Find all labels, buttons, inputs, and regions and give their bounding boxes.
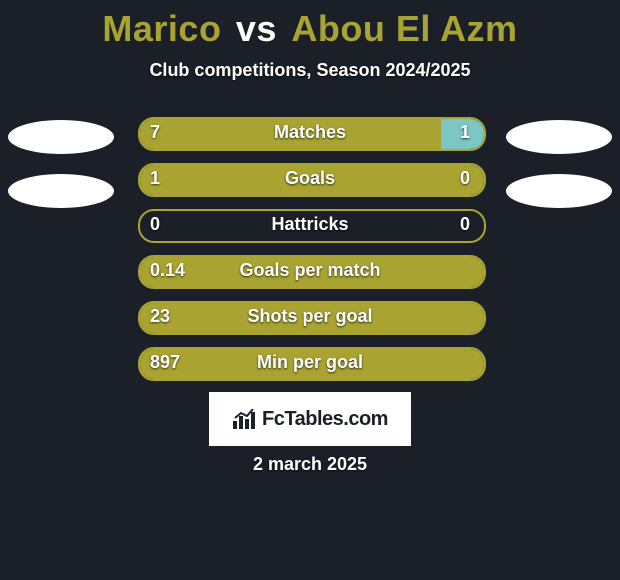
comparison-title: Marico vs Abou El Azm bbox=[0, 0, 620, 50]
badge-text: FcTables.com bbox=[262, 408, 388, 431]
stat-label: Matches bbox=[138, 117, 482, 147]
player1-name: Marico bbox=[102, 8, 221, 49]
stat-row: 0 0 Hattricks bbox=[0, 201, 620, 247]
stat-label: Hattricks bbox=[138, 209, 482, 239]
vs-text: vs bbox=[236, 8, 277, 49]
fctables-badge: FcTables.com bbox=[209, 392, 411, 446]
player2-name: Abou El Azm bbox=[291, 8, 517, 49]
comparison-date: 2 march 2025 bbox=[0, 454, 620, 475]
stat-row: 1 0 Goals bbox=[0, 155, 620, 201]
stat-label: Goals per match bbox=[138, 255, 482, 285]
player-comparison-card: { "title": { "player1": "Marico", "vs": … bbox=[0, 0, 620, 580]
stat-label: Goals bbox=[138, 163, 482, 193]
season-subtitle: Club competitions, Season 2024/2025 bbox=[0, 60, 620, 81]
stat-label: Min per goal bbox=[138, 347, 482, 377]
stat-row: 897 Min per goal bbox=[0, 339, 620, 385]
stat-label: Shots per goal bbox=[138, 301, 482, 331]
stat-row: 0.14 Goals per match bbox=[0, 247, 620, 293]
chart-icon bbox=[232, 409, 256, 429]
stats-container: 7 1 Matches 1 0 Goals 0 0 Hattricks bbox=[0, 109, 620, 385]
stat-row: 23 Shots per goal bbox=[0, 293, 620, 339]
stat-row: 7 1 Matches bbox=[0, 109, 620, 155]
